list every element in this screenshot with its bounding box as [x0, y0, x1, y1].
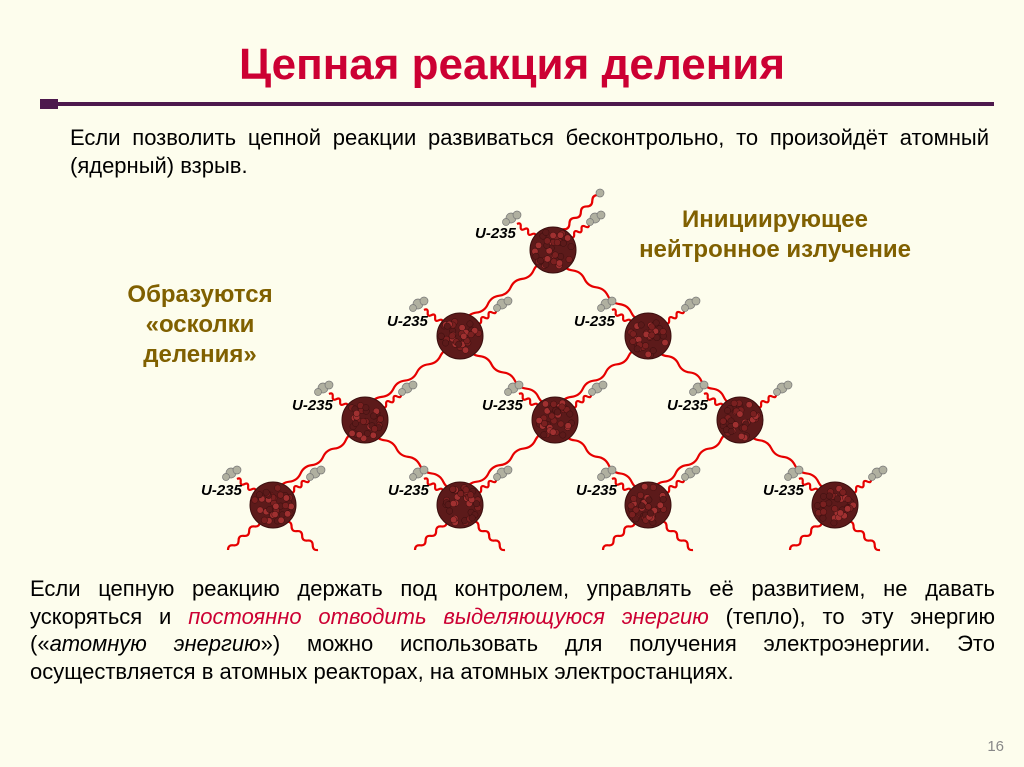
nucleus-label: U-235	[667, 397, 708, 414]
nucleus-label: U-235	[482, 397, 523, 414]
nucleus-label: U-235	[201, 482, 242, 499]
bt2: постоянно отводить выделяющуюся энергию	[188, 604, 709, 629]
slide-number: 16	[987, 738, 1004, 755]
nucleus-label: U-235	[387, 313, 428, 330]
nucleus-label: U-235	[574, 313, 615, 330]
bottom-paragraph: Если цепную реакцию держать под контроле…	[30, 575, 995, 685]
nucleus-label: U-235	[292, 397, 333, 414]
nucleus-label: U-235	[763, 482, 804, 499]
nucleus-label: U-235	[388, 482, 429, 499]
nucleus-label: U-235	[475, 225, 516, 242]
nucleus-label: U-235	[576, 482, 617, 499]
bt4: атомную энергию	[50, 631, 261, 656]
